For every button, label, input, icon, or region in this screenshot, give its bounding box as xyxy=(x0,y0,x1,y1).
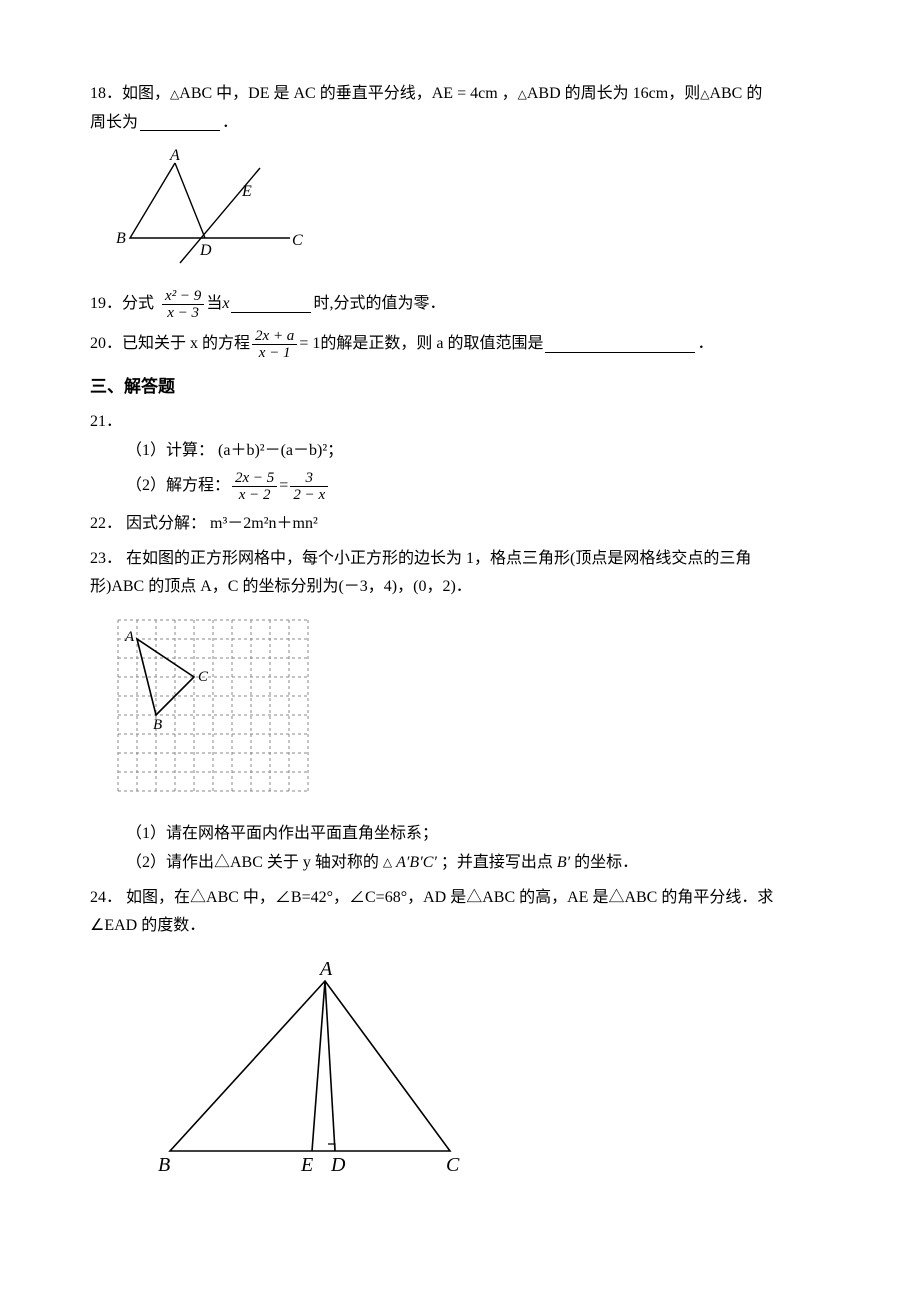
text: 如图， xyxy=(122,80,170,109)
triangle-symbol: △ xyxy=(700,84,709,106)
section-3-title: 三、解答题 xyxy=(90,372,830,403)
problem-number: 21． xyxy=(90,408,830,437)
triangle-symbol: △ xyxy=(518,84,527,106)
sub-label: （1）计算： xyxy=(126,442,214,459)
problem-20-line: 20． 已知关于 x 的方程 2x + a x − 1 = 1 的解是正数，则 … xyxy=(90,328,830,362)
label-c: C xyxy=(292,232,303,249)
problem-number: 22． xyxy=(90,515,122,532)
label-e: E xyxy=(300,1154,313,1176)
sub-label: （2）解方程： xyxy=(126,472,230,501)
text: 当 xyxy=(206,290,222,319)
segment-ad xyxy=(325,981,335,1151)
numerator: 2x − 5 xyxy=(232,470,277,488)
text: 已知关于 x 的方程 xyxy=(122,330,250,359)
label-c: C xyxy=(446,1154,460,1176)
triangle-symbol: △ xyxy=(170,84,179,106)
fraction-left: 2x − 5 x − 2 xyxy=(232,470,277,504)
figure-24: A B C E D xyxy=(150,961,830,1192)
text: ． xyxy=(697,330,713,359)
problem-24-line2: ∠EAD 的度数． xyxy=(90,912,830,941)
problem-22: 22． 因式分解： m³－2m²n＋mn² xyxy=(90,510,830,539)
problem-21-sub1: （1）计算： (a＋b)²－(a－b)²； xyxy=(126,437,830,466)
problem-18: 18． 如图， △ ABC 中，DE 是 AC 的垂直平分线， AE = 4cm… xyxy=(90,80,830,278)
text: 在如图的正方形网格中，每个小正方形的边长为 1，格点三角形(顶点是网格线交点的三… xyxy=(126,550,751,567)
figure-18: A B C D E xyxy=(110,148,830,278)
problem-number: 18． xyxy=(90,80,122,109)
problem-23-sub2: （2）请作出△ABC 关于 y 轴对称的 △ A′B′C′ ；并直接写出点 B′… xyxy=(126,849,830,878)
text: ABC 的 xyxy=(709,80,762,109)
label-d: D xyxy=(199,242,212,259)
text: 周长为 xyxy=(90,109,138,138)
label-a: A xyxy=(124,629,135,645)
segment-ad xyxy=(175,163,205,238)
problem-23-sub1: （1）请在网格平面内作出平面直角坐标系； xyxy=(126,820,830,849)
problem-number: 19． xyxy=(90,290,122,319)
text: 时,分式的值为零． xyxy=(313,290,445,319)
point-name: B′ xyxy=(557,854,570,871)
problem-number: 20． xyxy=(90,330,122,359)
problem-23-line1: 23． 在如图的正方形网格中，每个小正方形的边长为 1，格点三角形(顶点是网格线… xyxy=(90,545,830,574)
segment-ae xyxy=(312,981,325,1151)
denominator: x − 3 xyxy=(162,305,204,322)
label-e: E xyxy=(241,183,252,200)
numerator: 2x + a xyxy=(252,328,297,346)
numerator: x² − 9 xyxy=(162,288,204,306)
text: 的坐标． xyxy=(574,854,638,871)
problem-24: 24． 如图，在△ABC 中，∠B=42°，∠C=68°，AD 是△ABC 的高… xyxy=(90,884,830,1192)
problem-21: 21． （1）计算： (a＋b)²－(a－b)²； （2）解方程： 2x − 5… xyxy=(90,408,830,504)
grid-svg: A B C xyxy=(110,612,316,799)
equals-one: = 1 xyxy=(299,330,320,359)
text: 因式分解： xyxy=(126,515,206,532)
problem-24-line1: 24． 如图，在△ABC 中，∠B=42°，∠C=68°，AD 是△ABC 的高… xyxy=(90,884,830,913)
text: 的解是正数，则 a 的取值范围是 xyxy=(320,330,543,359)
numerator: 3 xyxy=(290,470,328,488)
problem-number: 23． xyxy=(90,550,122,567)
problem-19-line: 19． 分式 x² − 9 x − 3 当 x 时,分式的值为零． xyxy=(90,288,830,322)
problem-number: 24． xyxy=(90,889,122,906)
triangle-abc xyxy=(170,981,450,1151)
label-b: B xyxy=(116,230,126,247)
math-expr: m³－2m²n＋mn² xyxy=(210,515,318,532)
math-expr: (a＋b)²－(a－b)²； xyxy=(218,442,343,459)
problem-23-line2: 形)ABC 的顶点 A，C 的坐标分别为(－3，4)，(0，2)． xyxy=(90,573,830,602)
problem-18-line2: 周长为 ． xyxy=(90,109,830,138)
triangle-symbol: △ xyxy=(383,855,392,869)
label-d: D xyxy=(330,1154,346,1176)
triangle-name: A′B′C′ xyxy=(396,854,437,871)
fraction: 2x + a x − 1 xyxy=(252,328,297,362)
blank-answer xyxy=(545,337,695,353)
text: （2）请作出△ABC 关于 y 轴对称的 xyxy=(126,854,379,871)
problem-21-sub2: （2）解方程： 2x − 5 x − 2 = 3 2 − x xyxy=(126,470,830,504)
problem-20: 20． 已知关于 x 的方程 2x + a x − 1 = 1 的解是正数，则 … xyxy=(90,328,830,362)
figure-23-grid: A B C xyxy=(110,612,830,810)
blank-answer xyxy=(231,297,311,313)
triangle-abc-svg: A B C D E xyxy=(110,148,310,278)
label-b: B xyxy=(153,717,162,733)
label-a: A xyxy=(169,148,180,164)
math-expr: AE = 4cm ， xyxy=(432,80,518,109)
text: ；并直接写出点 xyxy=(441,854,553,871)
text: ABD 的周长为 16cm，则 xyxy=(527,80,700,109)
problem-19: 19． 分式 x² − 9 x − 3 当 x 时,分式的值为零． xyxy=(90,288,830,322)
text: ABC 中，DE 是 AC 的垂直平分线， xyxy=(179,80,431,109)
equals: = xyxy=(279,472,288,501)
denominator: x − 2 xyxy=(232,487,277,504)
text: 如图，在△ABC 中，∠B=42°，∠C=68°，AD 是△ABC 的高，AE … xyxy=(126,889,773,906)
fraction: x² − 9 x − 3 xyxy=(162,288,204,322)
problem-18-line1: 18． 如图， △ ABC 中，DE 是 AC 的垂直平分线， AE = 4cm… xyxy=(90,80,830,109)
text: 分式 xyxy=(122,290,154,319)
triangle-24-svg: A B C E D xyxy=(150,961,470,1181)
label-c: C xyxy=(198,669,209,685)
var-x: x xyxy=(222,290,229,319)
denominator: 2 − x xyxy=(290,487,328,504)
problem-23: 23． 在如图的正方形网格中，每个小正方形的边长为 1，格点三角形(顶点是网格线… xyxy=(90,545,830,878)
label-b: B xyxy=(158,1154,170,1176)
fraction-right: 3 2 − x xyxy=(290,470,328,504)
text: ． xyxy=(222,109,238,138)
label-a: A xyxy=(318,961,333,980)
denominator: x − 1 xyxy=(252,345,297,362)
blank-answer xyxy=(140,115,220,131)
